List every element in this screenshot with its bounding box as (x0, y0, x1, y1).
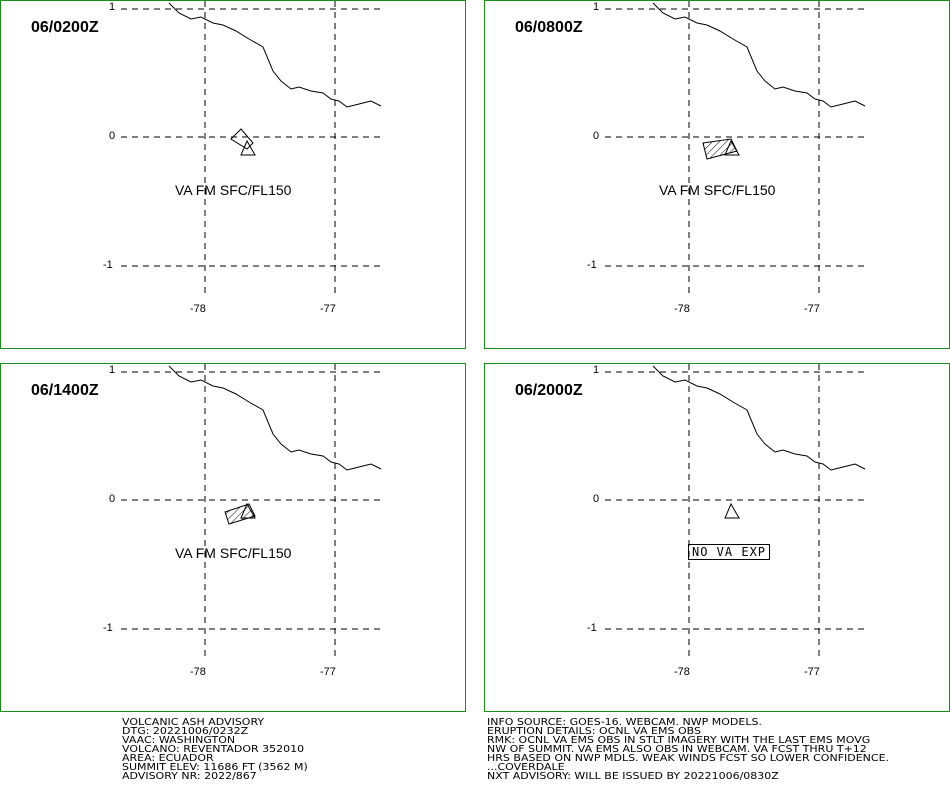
lat-tick-0: 0 (109, 130, 116, 142)
advisory-line: INFO SOURCE: GOES-16. WEBCAM. NWP MODELS… (487, 716, 762, 728)
advisory-line: SUMMIT ELEV: 11686 FT (3562 M) (122, 761, 308, 773)
lon-tick-77: -77 (320, 666, 336, 678)
panel-time: 06/0200Z (31, 19, 99, 36)
lon-tick-77: -77 (320, 303, 336, 315)
forecast-panel-0800z: 06/0800Z 1 0 -1 -78 -77 VA FM SFC/FL150 (484, 0, 950, 349)
lat-tick-minus1: -1 (103, 622, 113, 634)
lat-tick-0: 0 (109, 493, 116, 505)
lat-tick-1: 1 (593, 1, 600, 13)
map-canvas (605, 1, 866, 297)
forecast-panel-1400z: 06/1400Z 1 0 -1 -78 -77 VA FM SFC/FL150 (0, 363, 466, 712)
map-canvas (605, 364, 866, 660)
advisory-line: VAAC: WASHINGTON (122, 734, 236, 746)
lon-tick-78: -78 (674, 666, 690, 678)
no-va-expected-label: NO VA EXP (688, 544, 771, 560)
advisory-line: ADVISORY NR: 2022/867 (122, 770, 257, 782)
volcano-icon (240, 139, 256, 156)
advisory-line: ...COVERDALE (487, 761, 565, 773)
advisory-line: RMK: OCNL VA EMS OBS IN STLT IMAGERY WIT… (487, 734, 871, 746)
volcano-icon (240, 502, 256, 519)
advisory-line: ERUPTION DETAILS: OCNL VA EMS OBS (487, 725, 701, 737)
lon-tick-77: -77 (804, 666, 820, 678)
map-canvas (121, 364, 382, 660)
lat-tick-minus1: -1 (103, 259, 113, 271)
panel-time: 06/1400Z (31, 382, 99, 399)
panel-time: 06/0800Z (515, 19, 583, 36)
lat-tick-minus1: -1 (587, 259, 597, 271)
forecast-panel-0200z: 06/0200Z 1 0 -1 -78 -77 VA FM SFC/FL150 (0, 0, 466, 349)
advisory-line: HRS BASED ON NWP MDLS. WEAK WINDS FCST S… (487, 752, 890, 764)
lat-tick-1: 1 (109, 1, 116, 13)
lat-tick-minus1: -1 (587, 622, 597, 634)
advisory-line: NW OF SUMMIT. VA EMS ALSO OBS IN WEBCAM.… (487, 743, 867, 755)
panel-time: 06/2000Z (515, 382, 583, 399)
volcano-icon (724, 139, 740, 156)
lon-tick-77: -77 (804, 303, 820, 315)
ash-polygon (224, 503, 256, 525)
lat-tick-0: 0 (593, 130, 600, 142)
advisory-remarks-block: INFO SOURCE: GOES-16. WEBCAM. NWP MODELS… (487, 716, 890, 782)
lon-tick-78: -78 (674, 303, 690, 315)
advisory-line: NXT ADVISORY: WILL BE ISSUED BY 20221006… (487, 770, 779, 782)
lat-tick-0: 0 (593, 493, 600, 505)
coastline (168, 365, 382, 471)
coastline (652, 365, 866, 471)
advisory-line: DTG: 20221006/0232Z (122, 725, 249, 737)
map-canvas (121, 1, 382, 297)
va-level-label: VA FM SFC/FL150 (659, 182, 776, 198)
advisory-header-block: VOLCANIC ASH ADVISORY DTG: 20221006/0232… (122, 716, 308, 782)
advisory-line: VOLCANIC ASH ADVISORY (122, 716, 265, 728)
forecast-panel-2000z: 06/2000Z 1 0 -1 -78 -77 NO VA EXP (484, 363, 950, 712)
coastline (652, 2, 866, 108)
advisory-line: AREA: ECUADOR (122, 752, 214, 764)
volcano-icon (724, 502, 740, 519)
ash-polygon (230, 128, 254, 150)
coastline (168, 2, 382, 108)
va-level-label: VA FM SFC/FL150 (175, 182, 292, 198)
lon-tick-78: -78 (190, 303, 206, 315)
lat-tick-1: 1 (109, 364, 116, 376)
lat-tick-1: 1 (593, 364, 600, 376)
advisory-line: VOLCANO: REVENTADOR 352010 (122, 743, 305, 755)
lon-tick-78: -78 (190, 666, 206, 678)
va-level-label: VA FM SFC/FL150 (175, 545, 292, 561)
